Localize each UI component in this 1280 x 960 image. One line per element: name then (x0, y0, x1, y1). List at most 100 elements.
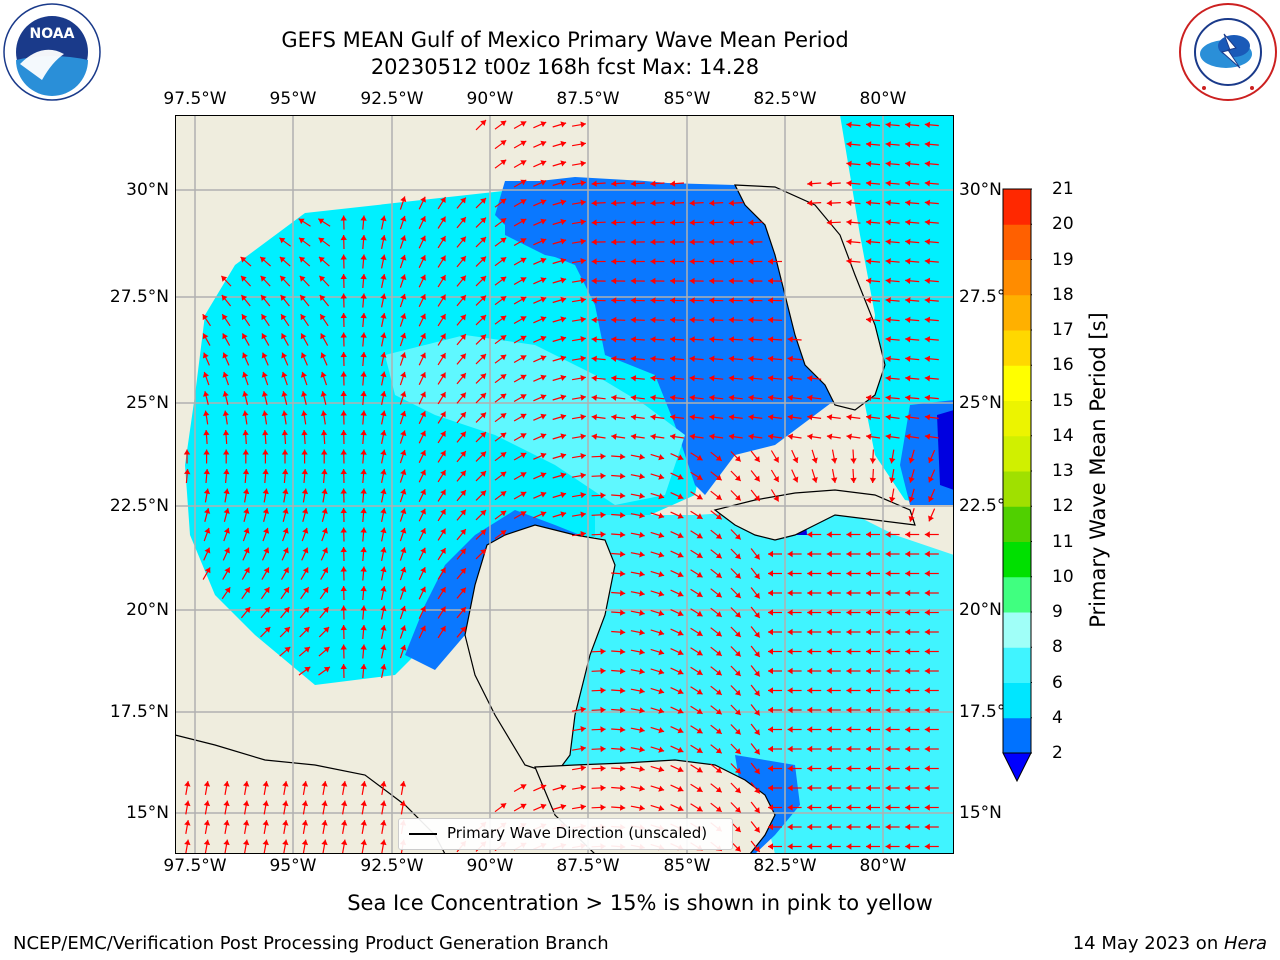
wave-arrow-885 (905, 706, 920, 714)
wave-arrow-7 (865, 121, 881, 128)
wave-arrow-727 (456, 587, 467, 599)
wave-arrow-488 (340, 449, 347, 464)
wave-arrow-790 (710, 627, 723, 637)
wave-arrow-47 (399, 196, 407, 210)
wave-arrow-1083 (885, 843, 900, 850)
wave-arrow-1046 (885, 823, 900, 831)
wave-arrow-997 (630, 804, 645, 811)
wave-arrow-204 (340, 293, 347, 308)
wave-arrow-764 (750, 606, 761, 619)
wave-arrow-369 (222, 391, 229, 405)
wave-arrow-333 (202, 371, 210, 386)
wave-arrow-565 (340, 488, 347, 503)
wave-arrow-802 (279, 646, 291, 657)
wave-arrow-753 (399, 605, 407, 620)
wave-arrow-577 (571, 492, 587, 499)
wave-arrow-75 (360, 215, 367, 230)
wave-arrow-304 (300, 352, 308, 366)
wave-arrow-614 (650, 512, 665, 519)
wave-arrow-1076 (750, 840, 761, 853)
wave-arrow-297 (905, 336, 920, 343)
lon-label-top-7: 80°W (859, 89, 907, 109)
wave-arrow-24 (552, 160, 567, 167)
wave-arrow-831 (380, 663, 387, 679)
wave-arrow-942 (905, 765, 920, 772)
wave-arrow-546 (710, 471, 723, 481)
wave-arrow-749 (319, 606, 330, 619)
wave-arrow-835 (650, 668, 665, 675)
wave-arrow-504 (650, 453, 665, 461)
wave-arrow-95 (748, 219, 763, 226)
wave-arrow-272 (340, 332, 347, 347)
wave-arrow-185 (611, 277, 626, 285)
wave-arrow-385 (533, 394, 547, 402)
wave-arrow-813 (670, 648, 684, 656)
wave-arrow-743 (905, 589, 920, 597)
wave-arrow-525 (301, 468, 308, 484)
wave-arrow-37 (630, 180, 645, 187)
wave-arrow-290 (689, 336, 704, 343)
wave-arrow-737 (787, 589, 802, 597)
wave-arrow-679 (846, 550, 861, 558)
wave-arrow-199 (240, 294, 251, 307)
wave-period-map (175, 115, 954, 854)
wave-arrow-912 (690, 744, 703, 754)
wave-arrow-147 (533, 257, 547, 265)
wave-arrow-728 (611, 590, 626, 597)
wave-arrow-383 (494, 393, 507, 403)
wave-arrow-365 (885, 375, 900, 382)
wave-arrow-330 (885, 355, 900, 362)
wave-arrow-145 (494, 256, 507, 267)
wave-arrow-279 (475, 334, 487, 345)
wave-arrow-847 (885, 667, 900, 675)
wave-arrow-832 (591, 667, 606, 675)
wave-arrow-983 (282, 800, 289, 815)
wave-arrow-318 (571, 355, 587, 362)
colorbar-segment-10 (1003, 365, 1031, 401)
wave-arrow-241 (399, 313, 407, 327)
wave-arrow-223 (709, 297, 724, 304)
wave-arrow-299 (202, 352, 210, 366)
wave-arrow-519 (184, 468, 191, 484)
wave-arrow-403 (924, 394, 939, 401)
wave-arrow-618 (908, 508, 915, 522)
wave-arrow-478 (905, 433, 920, 440)
wave-arrow-627 (340, 527, 347, 542)
wave-arrow-1009 (866, 804, 880, 811)
wave-arrow-631 (418, 527, 426, 542)
wave-arrow-775 (279, 626, 291, 638)
wave-arrow-149 (571, 258, 587, 265)
wave-arrow-458 (513, 432, 527, 442)
wave-arrow-288 (650, 336, 665, 343)
wave-arrow-582 (670, 492, 684, 500)
wave-arrow-562 (282, 488, 289, 503)
wave-arrow-140 (399, 254, 407, 269)
wave-arrow-1021 (341, 819, 348, 835)
wave-arrow-970 (787, 784, 802, 792)
wave-arrow-232 (221, 313, 231, 327)
wave-arrow-838 (710, 666, 723, 676)
wave-arrow-528 (360, 468, 367, 484)
wave-arrow-455 (456, 431, 467, 443)
wave-arrow-295 (787, 336, 802, 343)
wave-arrow-918 (807, 745, 822, 753)
wave-arrow-866 (905, 687, 920, 694)
wave-arrow-310 (418, 352, 426, 366)
wave-arrow-916 (768, 745, 782, 753)
wave-arrow-206 (380, 293, 387, 308)
wave-arrow-362 (767, 375, 783, 382)
lat-label-right-0: 30°N (959, 180, 1002, 200)
wave-arrow-855 (690, 686, 703, 695)
colorbar-tick-6: 11 (1052, 531, 1074, 552)
wave-arrow-686 (241, 567, 250, 580)
wave-arrow-386 (552, 394, 567, 401)
wave-arrow-861 (807, 687, 822, 694)
nws-logo (1178, 2, 1278, 102)
wave-arrow-811 (630, 648, 645, 655)
wave-arrow-769 (846, 609, 861, 616)
wave-arrow-643 (710, 529, 723, 540)
wave-arrow-479 (924, 433, 939, 440)
wave-arrow-590 (928, 488, 936, 503)
wave-arrow-422 (552, 413, 567, 421)
wave-arrow-227 (865, 297, 881, 304)
